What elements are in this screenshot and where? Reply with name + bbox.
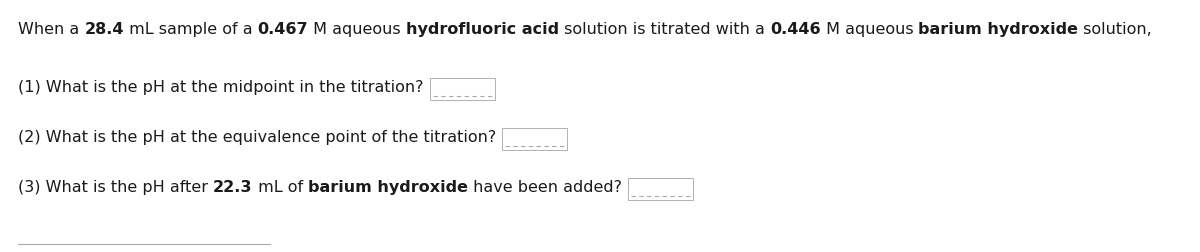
Text: barium hydroxide: barium hydroxide [308,179,468,194]
Text: 28.4: 28.4 [84,22,124,37]
Text: (1) What is the pH at the midpoint in the titration?: (1) What is the pH at the midpoint in th… [18,80,424,94]
Text: hydrofluoric acid: hydrofluoric acid [406,22,559,37]
Text: 22.3: 22.3 [214,179,253,194]
Text: (3) What is the pH after: (3) What is the pH after [18,179,214,194]
Text: 0.446: 0.446 [770,22,821,37]
Text: M aqueous: M aqueous [821,22,918,37]
Bar [430,79,494,101]
Text: mL of: mL of [253,179,308,194]
Text: solution,: solution, [1079,22,1152,37]
Bar [503,129,568,150]
Text: (2) What is the pH at the equivalence point of the titration?: (2) What is the pH at the equivalence po… [18,130,497,144]
Text: When a: When a [18,22,84,37]
Text: solution is titrated with a: solution is titrated with a [559,22,770,37]
Text: barium hydroxide: barium hydroxide [918,22,1079,37]
Text: have been added?: have been added? [468,179,622,194]
Text: 0.467: 0.467 [258,22,308,37]
Text: mL sample of a: mL sample of a [124,22,258,37]
Bar [628,178,692,200]
Text: M aqueous: M aqueous [308,22,406,37]
